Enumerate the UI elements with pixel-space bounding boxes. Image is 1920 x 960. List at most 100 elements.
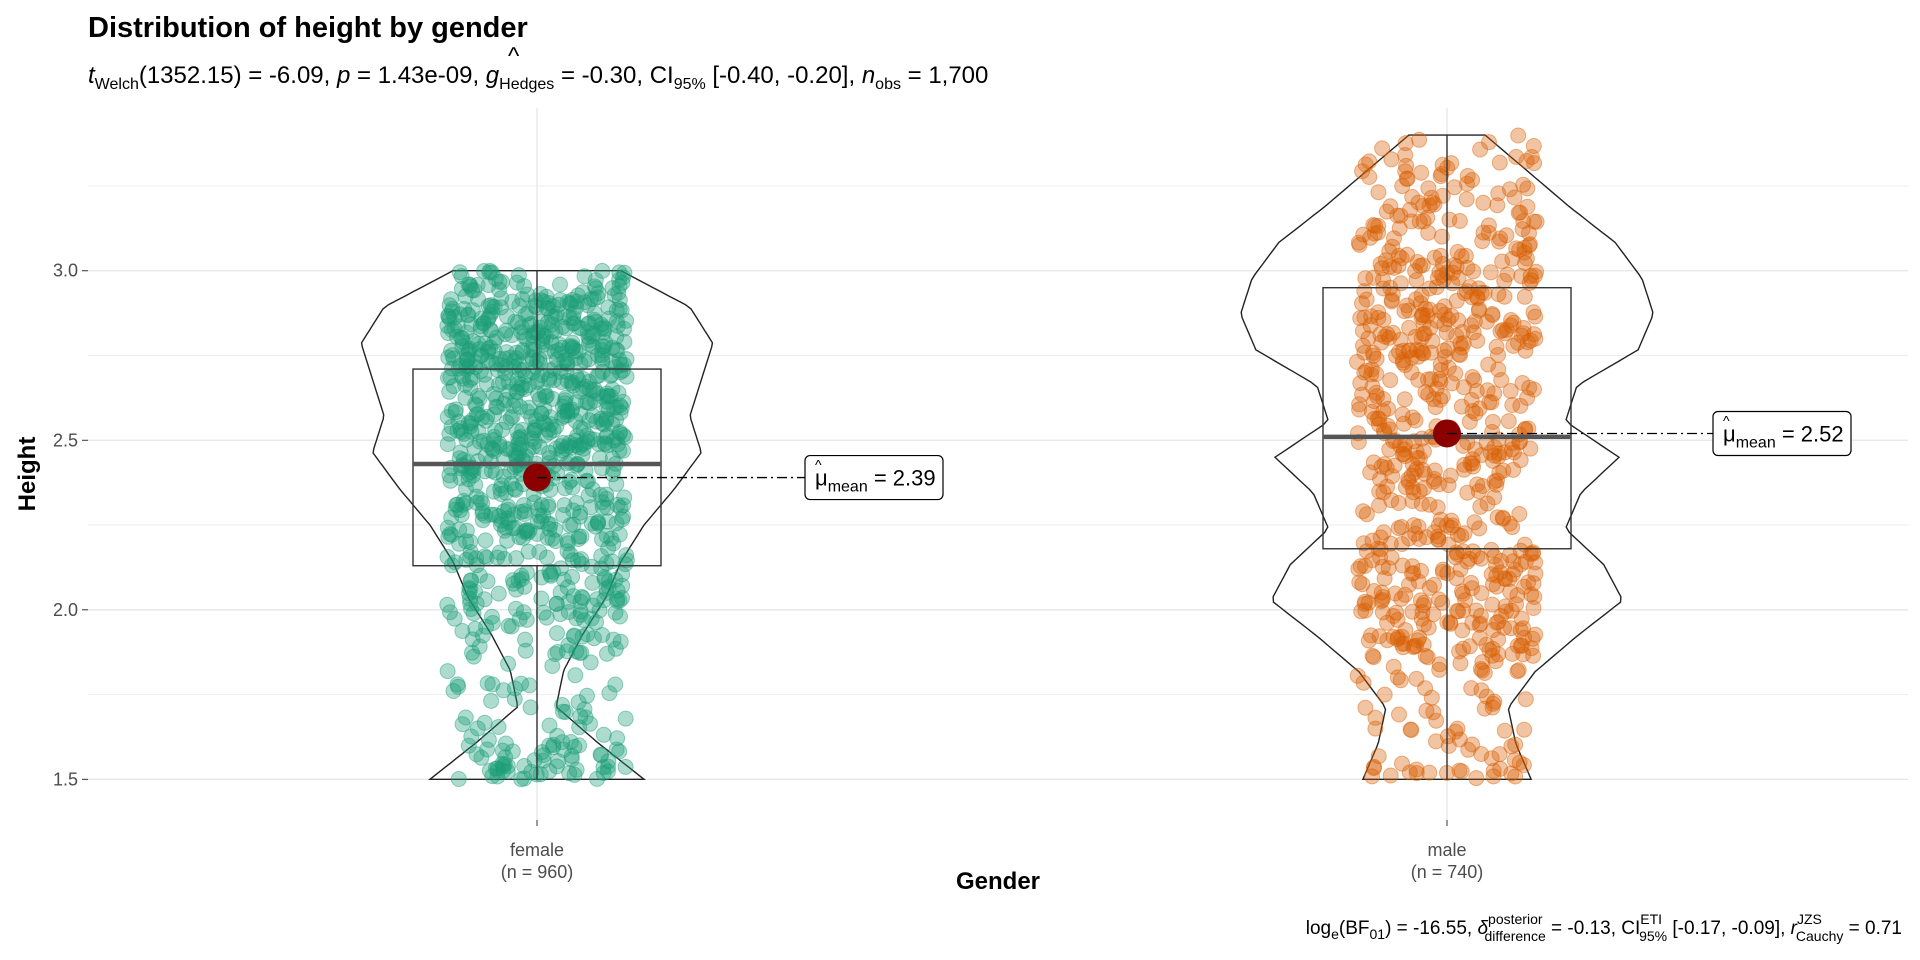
data-point-female — [482, 321, 498, 338]
data-point-male — [1521, 237, 1538, 254]
data-point-male — [1434, 388, 1451, 405]
box-male — [1322, 286, 1572, 550]
data-point-male — [1507, 768, 1524, 785]
data-point-female — [567, 394, 584, 411]
data-point-female — [546, 360, 563, 377]
data-point-female — [542, 409, 559, 426]
data-point-female — [464, 282, 481, 299]
data-point-female — [503, 618, 520, 635]
data-point-female — [586, 311, 603, 328]
data-point-female — [599, 427, 616, 444]
data-point-male — [1368, 366, 1385, 382]
data-point-female — [489, 762, 506, 779]
data-point-male — [1381, 441, 1398, 458]
data-point-female — [574, 590, 591, 606]
data-point-male — [1350, 234, 1367, 251]
data-point-female — [531, 507, 548, 524]
data-point-female — [609, 582, 626, 599]
data-point-female — [598, 580, 615, 597]
data-point-male — [1418, 702, 1435, 719]
data-point-male — [1415, 213, 1432, 230]
data-point-female — [607, 640, 624, 657]
data-point-male — [1443, 155, 1460, 172]
data-point-male — [1486, 489, 1503, 506]
data-point-female — [480, 297, 497, 314]
data-point-male — [1515, 320, 1532, 336]
data-point-male — [1389, 611, 1406, 628]
data-point-female — [459, 340, 475, 357]
data-point-female — [589, 514, 606, 531]
data-point-male — [1473, 550, 1490, 567]
data-point-female — [607, 676, 624, 693]
mean-label-female: μmean = 2.39 — [815, 466, 936, 496]
data-point-female — [519, 403, 536, 420]
data-point-female — [559, 372, 576, 389]
data-point-male — [1512, 452, 1529, 469]
data-point-male — [1414, 307, 1431, 323]
data-point-male — [1526, 267, 1543, 284]
data-point-female — [529, 371, 546, 388]
data-point-male — [1503, 602, 1520, 619]
data-point-male — [1501, 571, 1518, 587]
data-point-male — [1515, 176, 1532, 193]
data-point-male — [1394, 536, 1410, 552]
data-point-female — [488, 398, 505, 415]
data-point-female — [479, 741, 496, 758]
data-point-female — [582, 499, 599, 516]
data-point-male — [1457, 592, 1474, 609]
data-point-female — [494, 421, 510, 438]
data-point-male — [1497, 571, 1514, 588]
data-point-male — [1373, 593, 1390, 610]
data-point-female — [555, 435, 572, 451]
data-point-male — [1411, 450, 1428, 467]
violin-female — [360, 270, 714, 780]
data-point-male — [1440, 311, 1457, 328]
data-point-male — [1469, 476, 1486, 493]
data-point-female — [579, 297, 596, 314]
data-point-male — [1522, 332, 1539, 349]
data-point-female — [439, 436, 456, 453]
data-point-male — [1476, 700, 1493, 717]
data-point-male — [1431, 371, 1448, 388]
data-point-male — [1417, 300, 1434, 317]
data-point-male — [1378, 203, 1395, 220]
data-point-male — [1451, 731, 1468, 748]
data-point-male — [1415, 325, 1432, 342]
data-point-female — [570, 552, 586, 569]
data-point-female — [541, 737, 558, 754]
data-point-female — [464, 644, 480, 661]
data-point-female — [531, 544, 548, 560]
data-point-female — [487, 760, 504, 777]
data-point-male — [1404, 493, 1421, 509]
data-point-female — [449, 318, 466, 335]
data-point-female — [595, 324, 612, 341]
data-point-male — [1354, 386, 1371, 403]
data-point-male — [1370, 218, 1387, 234]
data-point-female — [614, 577, 631, 594]
data-point-female — [609, 436, 626, 453]
data-point-female — [553, 445, 570, 462]
data-point-male — [1464, 172, 1481, 188]
data-point-male — [1414, 345, 1431, 362]
data-point-male — [1433, 166, 1450, 182]
data-point-female — [555, 741, 572, 758]
data-point-male — [1405, 565, 1422, 582]
data-point-male — [1496, 722, 1513, 739]
data-point-male — [1482, 444, 1499, 461]
data-point-male — [1454, 583, 1470, 600]
data-point-male — [1463, 574, 1480, 591]
data-point-female — [598, 486, 615, 503]
data-point-female — [471, 567, 488, 584]
data-point-female — [463, 412, 480, 429]
data-point-male — [1471, 301, 1488, 317]
data-point-female — [611, 592, 628, 609]
data-point-male — [1523, 640, 1540, 657]
data-point-female — [606, 287, 623, 304]
data-point-female — [564, 334, 581, 351]
data-point-male — [1371, 483, 1388, 500]
data-point-male — [1355, 226, 1372, 243]
data-point-male — [1519, 389, 1536, 406]
data-point-male — [1503, 738, 1520, 755]
data-point-female — [484, 298, 501, 315]
data-point-female — [581, 315, 597, 332]
